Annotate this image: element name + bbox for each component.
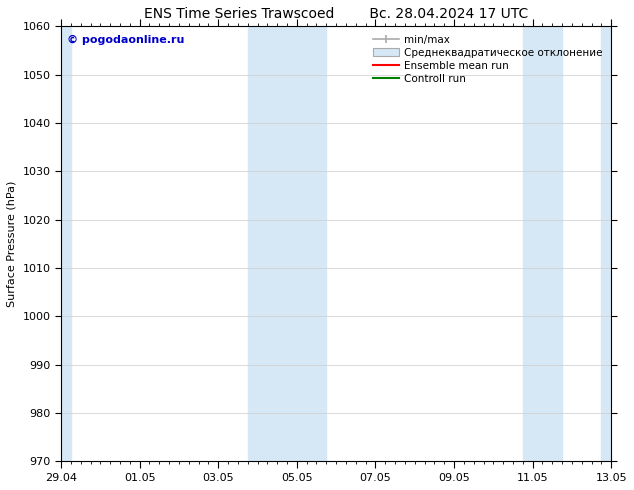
Bar [602,26,621,461]
Y-axis label: Surface Pressure (hPa): Surface Pressure (hPa) [7,181,17,307]
Bar [248,26,287,461]
Bar [51,26,71,461]
Bar [287,26,327,461]
Title: ENS Time Series Trawscoed        Вс. 28.04.2024 17 UTC: ENS Time Series Trawscoed Вс. 28.04.2024… [144,7,528,21]
Bar [523,26,562,461]
Legend: min/max, Среднеквадратическое отклонение, Ensemble mean run, Controll run: min/max, Среднеквадратическое отклонение… [370,31,606,87]
Text: © pogodaonline.ru: © pogodaonline.ru [67,35,184,45]
